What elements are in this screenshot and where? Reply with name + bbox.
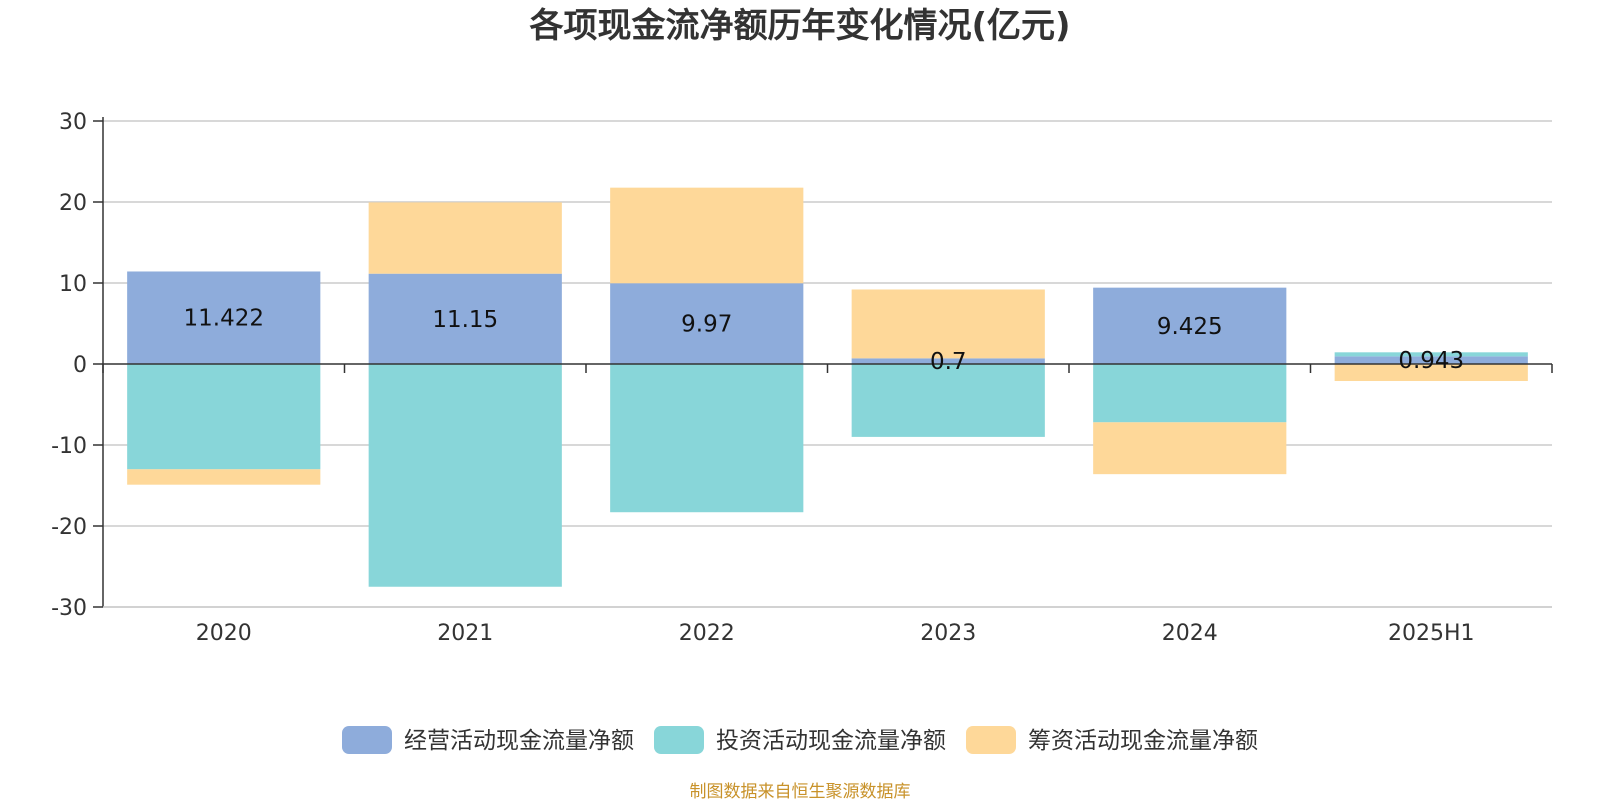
bar-segment (610, 364, 804, 513)
y-tick-label: 20 (59, 191, 87, 216)
chart-title: 各项现金流净额历年变化情况(亿元) (529, 6, 1070, 46)
bar-segment (1334, 352, 1528, 357)
bar-segment (610, 283, 804, 364)
bar-segment (1334, 364, 1528, 382)
x-tick-label: 2024 (1162, 621, 1218, 646)
bar-segment (368, 202, 562, 274)
bar-segment (851, 358, 1045, 364)
x-tick-label: 2022 (679, 621, 735, 646)
bar-segment (127, 364, 321, 470)
bar-segment (1334, 356, 1528, 364)
legend-label: 筹资活动现金流量净额 (1028, 728, 1258, 754)
data-label: 9.425 (1157, 314, 1223, 340)
data-labels: 11.422 11.15 9.97 0.7 9.425 0.943 (184, 306, 1465, 375)
bar-segment (127, 469, 321, 485)
y-tick-label: 30 (59, 110, 87, 135)
x-tick-label: 2023 (920, 621, 976, 646)
data-label: 9.97 (681, 312, 732, 338)
legend-label: 投资活动现金流量净额 (716, 728, 946, 754)
y-tick-label: 0 (73, 353, 87, 378)
bar-segment (851, 364, 1045, 437)
legend-swatch (342, 726, 392, 754)
y-tick-label: -20 (51, 515, 87, 540)
bar-segment (368, 273, 562, 364)
legend-label: 经营活动现金流量净额 (404, 728, 634, 754)
bar-segment (1093, 364, 1287, 423)
bar-segment (851, 289, 1045, 359)
y-tick-label: -30 (51, 596, 87, 621)
axes: 30 20 10 0 -10 -20 -30 2020 2021 2022 2023 2024 2025… (51, 110, 1553, 646)
data-label: 0.7 (930, 349, 967, 375)
x-tick-label: 2020 (196, 621, 252, 646)
legend-swatch (654, 726, 704, 754)
x-tick-label: 2021 (437, 621, 493, 646)
data-label: 11.15 (432, 307, 498, 333)
bar-segment (368, 364, 562, 587)
legend-swatch (966, 726, 1016, 754)
bar-segment (1093, 422, 1287, 475)
source-note: 制图数据来自恒生聚源数据库 (690, 782, 911, 800)
x-tick-label: 2025H1 (1388, 621, 1475, 646)
data-label: 11.422 (184, 306, 264, 332)
data-label: 0.943 (1398, 348, 1464, 374)
legend: 经营活动现金流量净额 投资活动现金流量净额 筹资活动现金流量净额 (342, 726, 1258, 754)
bars (127, 187, 1528, 587)
y-tick-label: 10 (59, 272, 87, 297)
bar-segment (1093, 287, 1287, 364)
y-tick-label: -10 (51, 434, 87, 459)
bar-segment (127, 271, 321, 364)
bar-segment (610, 187, 804, 284)
